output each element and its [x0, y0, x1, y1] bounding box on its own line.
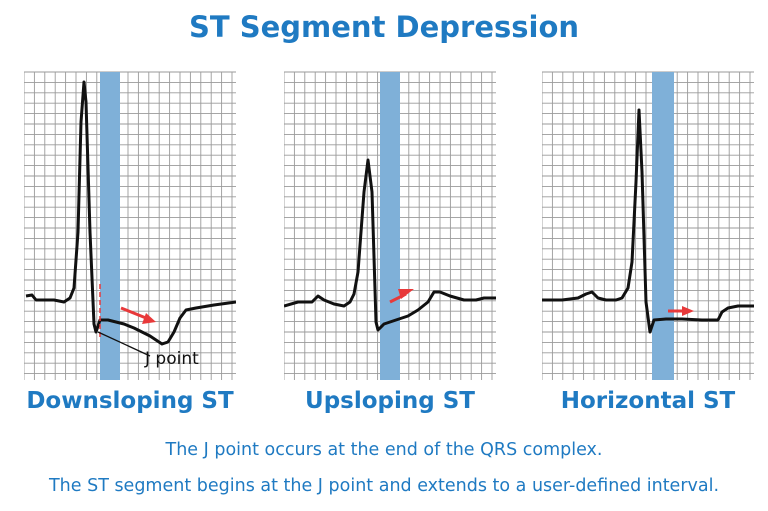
panel-horizontal	[542, 62, 754, 380]
ecg-trace	[25, 80, 236, 346]
st-interval-band	[652, 72, 674, 380]
st-interval-band	[100, 72, 120, 380]
ecg-trace	[542, 108, 754, 334]
panel-label-downsloping: Downsloping ST	[26, 388, 234, 414]
page-title: ST Segment Depression	[188, 10, 580, 44]
caption-st-segment: The ST segment begins at the J point and…	[48, 476, 720, 496]
arrow-icon	[120, 306, 156, 324]
arrow-icon	[389, 289, 414, 304]
ecg-strip-upsloping	[284, 71, 496, 380]
j-point-label: J point	[144, 349, 199, 369]
j-point-leader	[97, 331, 151, 357]
panel-label-upsloping: Upsloping ST	[305, 388, 475, 414]
ecg-strip-downsloping: J point	[24, 71, 236, 380]
caption-j-point: The J point occurs at the end of the QRS…	[165, 440, 603, 460]
ecg-strip-horizontal	[542, 71, 754, 380]
grid	[542, 71, 754, 380]
panel-label-horizontal: Horizontal ST	[560, 388, 736, 414]
panel-upsloping	[284, 62, 496, 380]
grid	[24, 71, 236, 380]
arrow-icon	[668, 306, 694, 316]
ecg-trace	[284, 158, 496, 332]
st-interval-band	[380, 72, 400, 380]
panel-downsloping: J point	[24, 62, 236, 380]
